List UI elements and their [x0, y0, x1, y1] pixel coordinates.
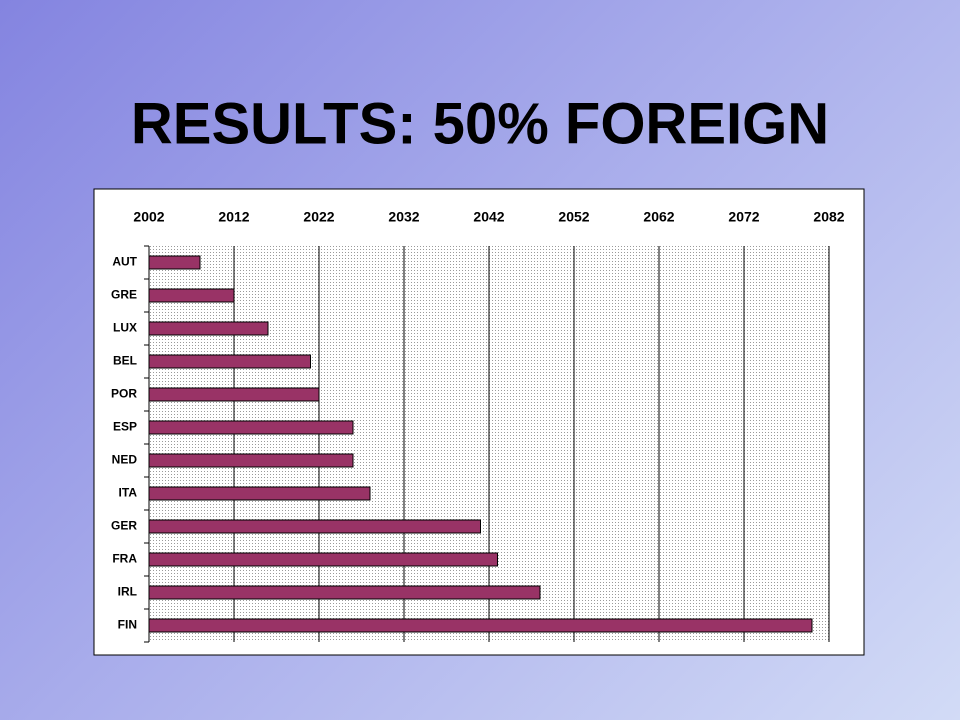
x-tick-label: 2072: [728, 209, 759, 225]
x-tick-label: 2082: [813, 209, 844, 225]
bar: [148, 585, 541, 600]
x-tick-label: 2012: [218, 209, 249, 225]
y-tick-label: AUT: [112, 255, 137, 269]
y-tick-label: FIN: [118, 618, 137, 632]
bar: [148, 618, 813, 633]
chart-title: RESULTS: 50% FOREIGN: [131, 91, 829, 156]
bar: [148, 321, 269, 336]
y-tick-label: NED: [112, 453, 138, 467]
y-tick-label: ITA: [119, 486, 138, 500]
bar: [148, 354, 311, 369]
y-tick-label: LUX: [113, 321, 137, 335]
y-tick-label: GER: [111, 519, 137, 533]
x-tick-label: 2032: [388, 209, 419, 225]
bar: [148, 420, 354, 435]
bar: [148, 453, 354, 468]
y-tick-label: FRA: [112, 552, 137, 566]
y-tick-label: POR: [111, 387, 137, 401]
bar: [148, 387, 320, 402]
bar: [148, 552, 498, 567]
x-tick-label: 2052: [558, 209, 589, 225]
y-tick-label: IRL: [118, 585, 137, 599]
y-tick-label: ESP: [113, 420, 137, 434]
x-tick-label: 2062: [643, 209, 674, 225]
bar: [148, 519, 481, 534]
bar: [148, 288, 235, 303]
x-tick-label: 2002: [133, 209, 164, 225]
y-tick-label: BEL: [113, 354, 137, 368]
bar: [148, 255, 201, 270]
x-tick-label: 2022: [303, 209, 334, 225]
bar: [148, 486, 371, 501]
x-tick-label: 2042: [473, 209, 504, 225]
y-tick-label: GRE: [111, 288, 137, 302]
